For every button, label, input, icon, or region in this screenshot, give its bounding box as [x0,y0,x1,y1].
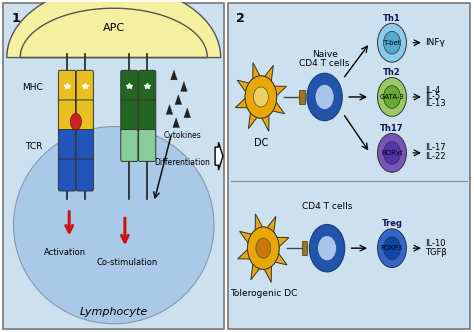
Text: IL-10: IL-10 [425,239,446,248]
FancyBboxPatch shape [76,70,93,102]
Ellipse shape [13,126,214,324]
FancyBboxPatch shape [138,70,156,102]
Polygon shape [171,70,177,80]
Circle shape [316,85,334,109]
FancyBboxPatch shape [76,100,93,132]
Text: Differentiation: Differentiation [154,158,210,167]
Circle shape [256,238,271,258]
Polygon shape [238,214,289,283]
Circle shape [254,87,268,107]
FancyBboxPatch shape [58,159,75,191]
Circle shape [377,229,406,268]
Text: Th1: Th1 [383,14,401,23]
Polygon shape [175,95,182,105]
FancyBboxPatch shape [138,100,156,132]
FancyBboxPatch shape [138,129,156,161]
FancyBboxPatch shape [228,3,470,329]
FancyBboxPatch shape [121,129,138,161]
Text: GATA-3: GATA-3 [380,94,404,100]
Text: Treg: Treg [382,219,402,228]
Text: MHC: MHC [22,83,43,92]
Circle shape [377,133,406,172]
Text: Th17: Th17 [380,124,404,133]
Text: Th2: Th2 [383,68,401,77]
Polygon shape [7,0,221,57]
Text: IL-4: IL-4 [425,86,440,95]
Polygon shape [166,105,173,115]
Text: 1: 1 [11,12,20,25]
FancyBboxPatch shape [300,90,305,104]
FancyBboxPatch shape [76,159,93,191]
Text: IL-17: IL-17 [425,143,446,152]
Circle shape [377,78,406,117]
Circle shape [377,23,406,62]
FancyBboxPatch shape [121,70,138,102]
Circle shape [383,237,401,260]
Circle shape [318,236,336,260]
Text: T-bet: T-bet [383,40,401,46]
FancyArrow shape [215,142,223,170]
Text: Activation: Activation [44,248,86,257]
Circle shape [245,76,277,118]
FancyBboxPatch shape [58,100,75,132]
Text: FOXP3: FOXP3 [381,245,403,251]
Circle shape [310,224,345,272]
Text: 2: 2 [237,12,245,25]
Text: CD4 T cells: CD4 T cells [300,59,350,68]
FancyBboxPatch shape [58,70,75,102]
Text: INFγ: INFγ [425,38,445,47]
Text: TCR: TCR [25,142,43,151]
FancyBboxPatch shape [302,241,308,255]
Text: IL-13: IL-13 [425,99,446,108]
Polygon shape [184,108,191,118]
Text: IL-22: IL-22 [425,152,446,161]
Circle shape [383,86,401,108]
Circle shape [247,227,279,269]
Circle shape [383,32,401,54]
Text: RORγt: RORγt [381,150,403,156]
Polygon shape [181,82,187,91]
Text: DC: DC [254,138,268,148]
Polygon shape [235,63,286,131]
Text: Lymphocyte: Lymphocyte [80,307,148,317]
Text: Co-stimulation: Co-stimulation [97,258,158,267]
FancyBboxPatch shape [3,3,224,329]
Circle shape [70,114,82,130]
Circle shape [307,73,342,121]
FancyBboxPatch shape [58,129,75,161]
Text: TGFβ: TGFβ [425,248,447,257]
Polygon shape [173,118,180,127]
Text: Cytokines: Cytokines [164,131,202,140]
FancyBboxPatch shape [76,129,93,161]
FancyBboxPatch shape [121,100,138,132]
Text: Naive: Naive [312,50,337,59]
Text: APC: APC [103,23,125,33]
Text: CD4 T cells: CD4 T cells [302,203,352,211]
Text: IL-5: IL-5 [425,93,440,102]
Text: Tolerogenic DC: Tolerogenic DC [229,289,297,298]
Circle shape [383,141,401,164]
